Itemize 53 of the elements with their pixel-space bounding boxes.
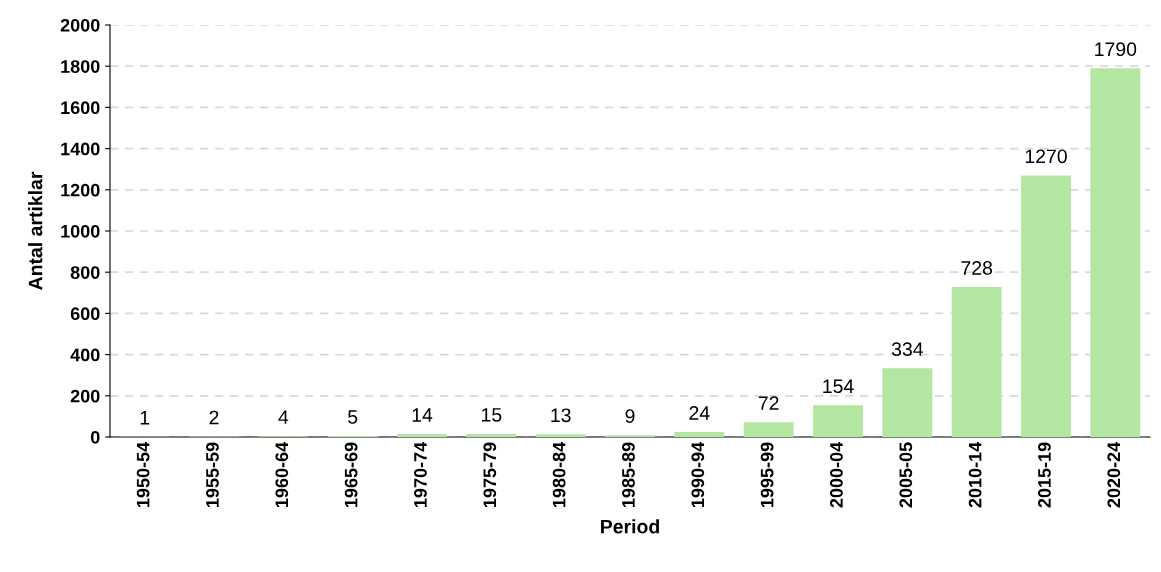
data-label: 5 xyxy=(348,410,358,424)
x-tick-label: 2020-24 xyxy=(1107,441,1121,508)
x-tick-label: 1970-74 xyxy=(414,441,427,507)
data-label: 1790 xyxy=(1095,42,1137,57)
x-axis-title: Period xyxy=(601,519,659,534)
data-label: 4 xyxy=(278,410,289,424)
y-tick-label: 2000 xyxy=(60,18,100,32)
data-label: 1 xyxy=(140,411,150,425)
x-tick-label: 1965-69 xyxy=(344,442,358,507)
bar xyxy=(1021,175,1071,437)
data-label: 334 xyxy=(891,342,923,357)
y-tick-label: 1400 xyxy=(61,142,100,156)
x-tick-label: 2000-04 xyxy=(830,441,843,508)
y-tick-label: 1000 xyxy=(61,224,100,238)
bar xyxy=(397,434,447,437)
x-tick-label: 1995-99 xyxy=(760,442,774,507)
y-tick-label: 0 xyxy=(90,430,100,444)
x-tick-label: 2005-05 xyxy=(899,442,913,508)
bar xyxy=(535,434,586,437)
data-label: 728 xyxy=(961,261,993,275)
bar xyxy=(813,405,863,437)
x-tick-label: 1955-59 xyxy=(206,442,219,507)
y-tick-label: 1800 xyxy=(61,60,100,73)
bar xyxy=(743,422,794,437)
x-tick-label: 2010-14 xyxy=(968,441,982,508)
data-label: 72 xyxy=(758,396,779,410)
x-tick-label: 1975-79 xyxy=(483,442,497,507)
data-label: 24 xyxy=(689,406,710,420)
y-tick-label: 200 xyxy=(70,389,100,403)
y-tick-label: 800 xyxy=(70,266,100,279)
data-label: 9 xyxy=(625,409,635,423)
bar xyxy=(674,432,725,437)
x-tick-label: 1960-64 xyxy=(275,441,289,507)
data-label: 2 xyxy=(209,410,219,425)
bar xyxy=(1090,68,1141,437)
y-tick-label: 1200 xyxy=(61,183,100,197)
bar xyxy=(882,368,933,437)
data-label: 154 xyxy=(823,379,854,394)
y-tick-label: 1600 xyxy=(61,101,100,115)
y-axis-title: Antal artiklar xyxy=(28,171,43,290)
x-tick-label: 1985-89 xyxy=(622,442,635,507)
bar xyxy=(951,287,1002,437)
y-tick-label: 400 xyxy=(70,348,100,362)
x-tick-label: 1990-94 xyxy=(691,441,705,507)
x-tick-label: 2015-19 xyxy=(1038,442,1051,508)
data-label: 14 xyxy=(412,408,433,422)
x-tick-label: 1980-84 xyxy=(552,441,566,507)
data-label: 1270 xyxy=(1025,149,1067,164)
data-label: 15 xyxy=(482,408,502,422)
bar xyxy=(466,433,517,437)
data-label: 13 xyxy=(551,408,571,423)
x-tick-label: 1950-54 xyxy=(136,441,150,507)
y-tick-label: 600 xyxy=(70,307,100,321)
